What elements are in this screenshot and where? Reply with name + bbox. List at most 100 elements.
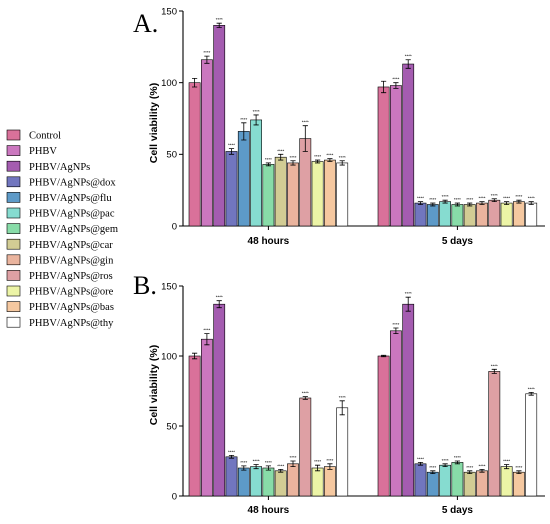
significance-label: **** bbox=[515, 465, 522, 470]
error-bar bbox=[327, 158, 333, 162]
legend-label: PHBV/AgNPs@ros bbox=[29, 271, 113, 282]
error-bar bbox=[204, 333, 210, 346]
legend-swatch bbox=[6, 254, 21, 266]
significance-label: **** bbox=[216, 17, 223, 22]
legend-swatch bbox=[6, 207, 21, 219]
bar bbox=[377, 86, 390, 227]
error-bar bbox=[454, 460, 460, 465]
bar bbox=[439, 201, 451, 227]
bar bbox=[311, 467, 324, 497]
bar bbox=[262, 164, 275, 227]
bar bbox=[250, 466, 262, 497]
significance-label: **** bbox=[289, 455, 296, 460]
error-bar bbox=[253, 464, 259, 470]
error-bar bbox=[516, 199, 522, 204]
legend-label: Control bbox=[29, 131, 61, 142]
error-bar bbox=[290, 160, 296, 166]
error-bar bbox=[228, 455, 235, 459]
error-bar bbox=[479, 201, 485, 205]
error-bar bbox=[315, 159, 321, 164]
significance-label: **** bbox=[478, 196, 485, 201]
significance-label: **** bbox=[442, 194, 449, 199]
significance-label: **** bbox=[277, 463, 284, 468]
bar bbox=[377, 355, 390, 497]
bar bbox=[201, 338, 213, 497]
significance-label: **** bbox=[253, 459, 260, 464]
error-bar bbox=[192, 352, 198, 360]
bar bbox=[488, 371, 501, 497]
significance-label: **** bbox=[339, 395, 346, 400]
significance-label: **** bbox=[478, 463, 485, 468]
y-axis-label-b: Cell viability (%) bbox=[148, 345, 160, 426]
error-bar bbox=[339, 400, 345, 416]
y-tick-label: 150 bbox=[161, 6, 177, 17]
legend-swatch bbox=[6, 192, 21, 203]
significance-label: **** bbox=[429, 465, 436, 470]
bar bbox=[188, 355, 201, 497]
bar bbox=[451, 462, 464, 497]
error-bar bbox=[405, 296, 411, 312]
significance-label: **** bbox=[253, 109, 260, 114]
bar bbox=[299, 397, 312, 497]
significance-label: **** bbox=[528, 196, 535, 201]
legend-label: PHBV/AgNPs@thy bbox=[29, 318, 114, 329]
y-tick-label: 0 bbox=[172, 221, 177, 232]
error-bar bbox=[467, 202, 473, 207]
error-bar bbox=[315, 464, 321, 472]
panel-label-a: A. bbox=[133, 9, 158, 38]
legend: Control PHBV PHBV/AgNPs PHBV/AgNPs@dox PHBV/… bbox=[6, 129, 118, 329]
significance-label: **** bbox=[302, 391, 309, 396]
bar bbox=[426, 471, 439, 497]
error-bar bbox=[393, 327, 399, 334]
legend-label: PHBV/AgNPs@car bbox=[29, 240, 113, 251]
bar bbox=[525, 202, 538, 227]
bar bbox=[336, 162, 349, 227]
significance-label: **** bbox=[515, 194, 522, 199]
error-bar bbox=[290, 460, 296, 467]
bar bbox=[274, 156, 287, 227]
significance-label: **** bbox=[326, 458, 333, 463]
bar bbox=[414, 202, 427, 227]
significance-label: **** bbox=[240, 460, 247, 465]
bar bbox=[311, 161, 324, 227]
significance-label: **** bbox=[265, 157, 272, 162]
significance-label: **** bbox=[314, 154, 321, 159]
significance-label: **** bbox=[503, 459, 510, 464]
bar bbox=[463, 471, 476, 497]
bar bbox=[188, 82, 201, 227]
error-bar bbox=[192, 77, 198, 88]
error-bar bbox=[491, 368, 497, 374]
error-bar bbox=[302, 125, 308, 152]
bar bbox=[426, 204, 439, 227]
error-bar bbox=[265, 465, 271, 471]
error-bar bbox=[504, 201, 510, 205]
significance-label: **** bbox=[339, 155, 346, 160]
significance-label: **** bbox=[203, 328, 210, 333]
significance-label: **** bbox=[392, 322, 399, 327]
bars-a: **** **** **** **** **** **** **** **** **** ****… bbox=[188, 17, 538, 227]
significance-label: **** bbox=[240, 117, 247, 122]
legend-label: PHBV bbox=[29, 146, 57, 157]
bar bbox=[512, 201, 525, 227]
legend-swatch bbox=[6, 160, 21, 172]
x-categories-b: 48 hours 5 days bbox=[248, 496, 473, 516]
significance-label: **** bbox=[216, 295, 223, 300]
error-bar bbox=[302, 396, 308, 400]
bar bbox=[213, 25, 226, 227]
error-bar bbox=[417, 462, 424, 466]
error-bar bbox=[430, 202, 436, 207]
error-bar bbox=[491, 198, 497, 203]
bar bbox=[237, 467, 250, 497]
legend-swatch bbox=[6, 316, 21, 328]
significance-label: **** bbox=[503, 196, 510, 201]
significance-label: **** bbox=[491, 193, 498, 198]
y-tick-label: 50 bbox=[166, 150, 177, 161]
bar bbox=[476, 202, 488, 227]
bar bbox=[336, 407, 349, 497]
significance-label: **** bbox=[491, 363, 498, 368]
significance-label: **** bbox=[454, 197, 461, 202]
legend-swatch bbox=[6, 223, 21, 234]
bar bbox=[463, 204, 476, 227]
bar bbox=[414, 463, 427, 497]
bar bbox=[402, 63, 415, 227]
